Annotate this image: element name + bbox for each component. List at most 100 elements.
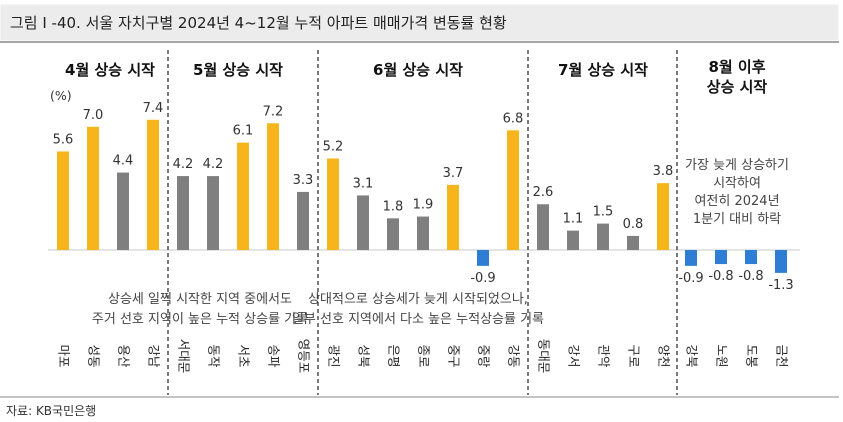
bar-중랑 — [477, 250, 489, 266]
bar-양천 — [657, 183, 669, 250]
group-title-line: 7월 상승 시작 — [558, 61, 648, 79]
title-bar — [0, 4, 839, 41]
category-label-도봉: 도봉 — [745, 344, 760, 367]
value-label-중구: 3.7 — [443, 166, 464, 181]
bar-은평 — [387, 218, 399, 250]
figure-title: 그림 I -40. 서울 자치구별 2024년 4~12월 누적 아파트 매매가… — [10, 14, 507, 32]
category-label-광진: 광진 — [327, 344, 342, 367]
group-title-line: 6월 상승 시작 — [373, 61, 463, 79]
value-label-용산: 4.4 — [113, 154, 134, 169]
category-label-송파: 송파 — [267, 344, 282, 368]
value-label-강동: 6.8 — [503, 111, 524, 126]
bar-노원 — [715, 250, 727, 265]
value-label-광진: 5.2 — [323, 139, 344, 154]
bar-동작 — [207, 176, 219, 250]
category-label-동작: 동작 — [207, 344, 222, 368]
category-label-구로: 구로 — [627, 344, 642, 367]
value-label-관악: 1.5 — [593, 205, 614, 220]
value-label-동작: 4.2 — [203, 157, 224, 172]
category-label-강서: 강서 — [567, 344, 582, 367]
value-label-은평: 1.8 — [383, 199, 404, 214]
annotation-line: 시작하여 — [713, 176, 761, 191]
bar-용산 — [117, 172, 129, 250]
group-title-line: 4월 상승 시작 — [65, 61, 155, 79]
value-label-종로: 1.9 — [413, 198, 434, 213]
category-label-은평: 은평 — [387, 344, 402, 367]
annotation-2: 상대적으로 상승세가 늦게 시작되었으나, 일부 선호 지역에서 다소 높은 누적… — [292, 292, 544, 327]
category-label-중구: 중구 — [447, 344, 462, 367]
bars-layer: 4월 상승 시작 5.6 마포 7.0 성동 4.4 용산 7.4 강남 5월 상승 시작 4.2 서… — [53, 50, 794, 395]
unit-label: (%) — [50, 88, 72, 103]
value-label-강남: 7.4 — [143, 101, 164, 116]
annotation-line: 상대적으로 상승세가 늦게 시작되었으나, — [308, 292, 528, 307]
value-label-노원: -0.8 — [708, 269, 733, 284]
bar-송파 — [267, 123, 279, 250]
bar-금천 — [775, 250, 787, 273]
category-label-용산: 용산 — [117, 344, 132, 368]
value-label-성동: 7.0 — [83, 108, 104, 123]
annotation-line: 상승세 일찍 시작한 지역 중에서도 — [108, 292, 292, 307]
group-title-4: 7월 상승 시작 — [558, 61, 648, 79]
value-label-영등포: 3.3 — [293, 173, 314, 188]
value-label-마포: 5.6 — [53, 132, 74, 147]
bar-영등포 — [297, 191, 309, 250]
bar-관악 — [597, 223, 609, 250]
category-label-강동: 강동 — [507, 344, 522, 367]
category-label-성동: 성동 — [87, 344, 102, 367]
group-title-3: 6월 상승 시작 — [373, 61, 463, 79]
bar-동대문 — [537, 204, 549, 250]
bar-서대문 — [177, 176, 189, 250]
category-label-성북: 성북 — [357, 344, 372, 367]
category-label-중랑: 중랑 — [477, 344, 492, 368]
category-label-강북: 강북 — [685, 344, 700, 367]
bar-도봉 — [745, 250, 757, 265]
value-label-성북: 3.1 — [353, 176, 374, 191]
annotation-line: 주거 선호 지역이 높은 누적 상승률 기록 — [92, 312, 308, 327]
value-label-서초: 6.1 — [233, 124, 254, 139]
value-label-금천: -1.3 — [768, 278, 793, 293]
bar-광진 — [327, 158, 339, 250]
category-label-동대문: 동대문 — [537, 339, 552, 374]
group-title-line: 5월 상승 시작 — [193, 61, 283, 79]
bar-성북 — [357, 195, 369, 250]
bar-강서 — [567, 230, 579, 250]
value-label-양천: 3.8 — [653, 164, 674, 179]
group-title-2: 5월 상승 시작 — [193, 61, 283, 79]
group-title-line: 상승 시작 — [707, 78, 768, 96]
value-label-강북: -0.9 — [678, 271, 703, 286]
category-label-서초: 서초 — [237, 344, 252, 367]
annotation-line: 일부 선호 지역에서 다소 높은 누적상승률 기록 — [292, 312, 544, 327]
category-label-종로: 종로 — [417, 344, 432, 367]
annotation-line: 1분기 대비 하락 — [693, 212, 781, 227]
bar-중구 — [447, 184, 459, 250]
value-label-중랑: -0.9 — [470, 271, 495, 286]
value-label-구로: 0.8 — [623, 217, 644, 232]
bar-종로 — [417, 216, 429, 250]
bar-구로 — [627, 235, 639, 250]
value-label-도봉: -0.8 — [738, 269, 763, 284]
bar-강동 — [507, 130, 519, 250]
bar-마포 — [57, 151, 69, 250]
category-label-영등포: 영등포 — [297, 339, 312, 374]
category-label-노원: 노원 — [715, 344, 730, 367]
value-label-송파: 7.2 — [263, 104, 284, 119]
value-label-강서: 1.1 — [563, 212, 584, 227]
category-label-양천: 양천 — [657, 344, 672, 367]
category-label-서대문: 서대문 — [177, 339, 192, 374]
bar-서초 — [237, 142, 249, 250]
source-caption: 자료: KB국민은행 — [6, 404, 97, 418]
category-label-관악: 관악 — [597, 344, 612, 368]
category-label-마포: 마포 — [57, 344, 72, 367]
category-label-강남: 강남 — [147, 344, 162, 368]
value-label-서대문: 4.2 — [173, 157, 194, 172]
group-title-1: 4월 상승 시작 — [65, 61, 155, 79]
bar-강남 — [147, 119, 159, 250]
group-title-line: 8월 이후 — [708, 58, 765, 76]
annotation-line: 가장 늦게 상승하기 — [685, 158, 789, 173]
bar-강북 — [685, 250, 697, 266]
annotation-line: 여전히 2024년 — [694, 194, 779, 209]
